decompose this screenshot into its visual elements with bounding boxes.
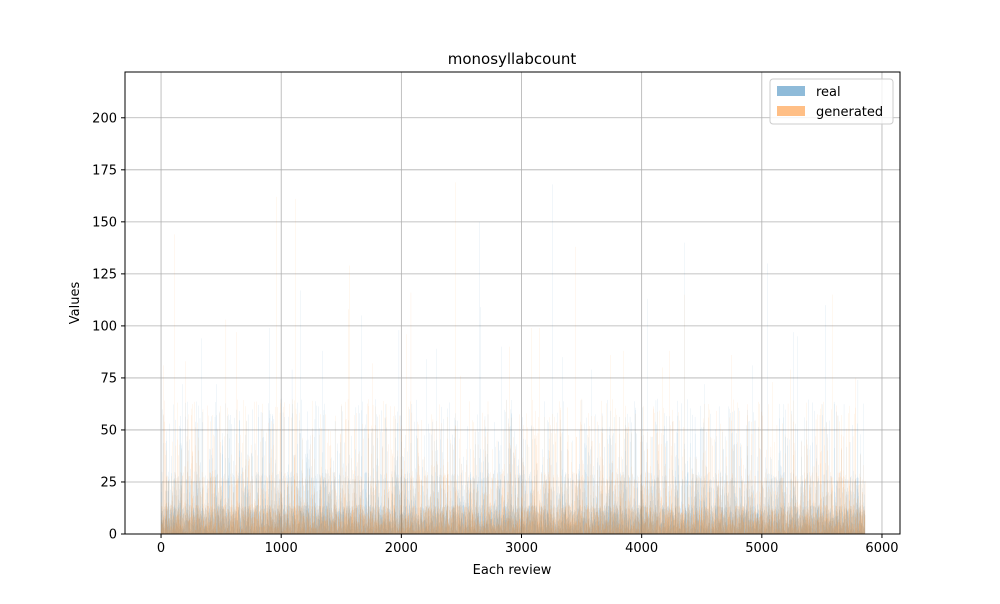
series-real [161,184,865,534]
grid-lines [125,72,900,534]
bars [161,182,865,534]
